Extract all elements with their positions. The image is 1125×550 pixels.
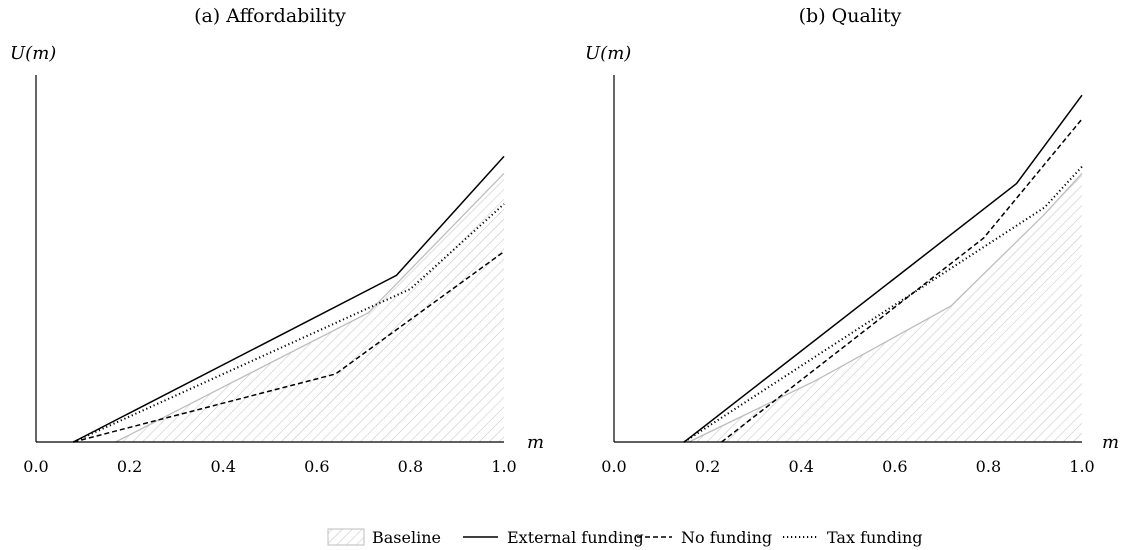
series-line-no-funding bbox=[73, 250, 505, 443]
x-tick-label: 0.8 bbox=[976, 457, 1001, 476]
x-tick-label: 0.6 bbox=[882, 457, 907, 476]
x-tick-label: 1.0 bbox=[491, 457, 516, 476]
series-area-baseline bbox=[115, 173, 504, 442]
panel-title: (a) Affordability bbox=[194, 5, 346, 27]
legend-label: Tax funding bbox=[827, 528, 923, 547]
x-axis-label: m bbox=[1102, 432, 1119, 453]
x-tick-label: 0.0 bbox=[23, 457, 48, 476]
legend: Baseline External funding No funding Tax… bbox=[327, 528, 923, 547]
x-tick-label: 0.6 bbox=[304, 457, 329, 476]
legend-label: Baseline bbox=[372, 528, 441, 547]
series-area-baseline bbox=[688, 173, 1082, 442]
series-line-no-funding bbox=[721, 118, 1083, 443]
series-line-external-funding bbox=[683, 94, 1083, 443]
legend-item-tax-funding: Tax funding bbox=[783, 528, 923, 547]
x-tick-label: 0.0 bbox=[601, 457, 626, 476]
y-axis-label: U(m) bbox=[10, 43, 56, 64]
panel-quality: (b) Quality U(m) m 0.0 0.2 0.4 0.6 0.8 1.0 bbox=[585, 5, 1119, 476]
x-tick-label: 0.4 bbox=[210, 457, 235, 476]
panel-affordability: (a) Affordability U(m) m 0.0 0.2 0.4 0.6 0.8… bbox=[10, 5, 544, 476]
series-line-external-funding bbox=[73, 155, 505, 443]
x-axis-label: m bbox=[527, 432, 544, 453]
legend-item-baseline: Baseline bbox=[327, 528, 441, 547]
x-tick-label: 0.2 bbox=[117, 457, 142, 476]
x-tick-label: 0.4 bbox=[788, 457, 813, 476]
legend-label: No funding bbox=[681, 528, 772, 547]
legend-item-no-funding: No funding bbox=[637, 528, 772, 547]
series-edge-baseline bbox=[115, 172, 505, 443]
y-axis-label: U(m) bbox=[585, 43, 631, 64]
panel-title: (b) Quality bbox=[799, 5, 902, 27]
legend-label: External funding bbox=[507, 528, 644, 547]
x-tick-label: 0.8 bbox=[398, 457, 423, 476]
legend-swatch-hatch bbox=[327, 528, 365, 546]
legend-item-external-funding: External funding bbox=[463, 528, 644, 547]
x-tick-label: 1.0 bbox=[1069, 457, 1094, 476]
x-tick-label: 0.2 bbox=[695, 457, 720, 476]
